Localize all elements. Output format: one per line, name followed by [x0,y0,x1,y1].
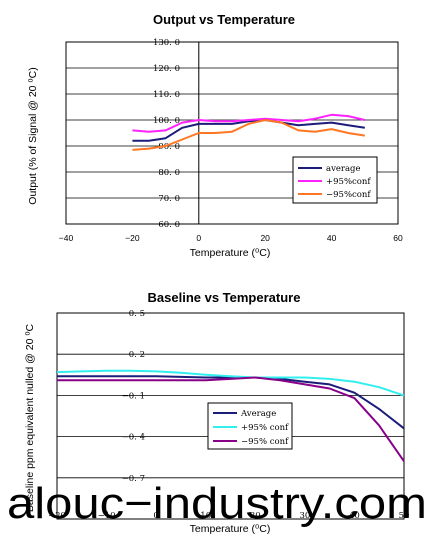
chart2-x-tick-label: −20 [48,511,66,521]
chart1-y-tick-label: 90. 0 [158,142,180,152]
chart1-series-line-average [132,119,365,142]
chart1-x-tick-label: −20 [125,233,140,243]
chart1-y-tick-label: 120. 0 [153,64,180,74]
chart1-x-axis-title: Temperature (⁰C) [190,247,271,259]
chart1-x-tick-label: 0 [196,233,201,243]
chart2-legend: Average +95% conf −95% conf [207,402,293,450]
chart1-y-tick-label: 100. 0 [153,116,180,126]
chart2-y-tick-label: 0. 2 [129,350,145,360]
chart2-plot-frame [56,312,405,520]
chart2-x-tick-label: 50 [399,511,410,521]
chart2-x-tick-label: 10 [200,511,211,521]
chart1-y-tick-label: 110. 0 [153,90,180,100]
chart1-y-tick-label: 130. 0 [153,38,180,48]
watermark-text: alouc−industry.com [7,479,427,528]
chart1-x-tick-label: 60 [393,233,403,243]
chart2-x-tick-labels: −20 −10 0 10 20 30 40 50 [48,511,409,521]
chart1-series-lines [132,113,366,151]
chart1-plot-frame [65,41,399,225]
chart2-y-tick-labels: 0. 5 0. 2 −0. 1 −0. 4 −0. 7 [122,309,145,484]
chart2-x-tick-label: −10 [98,511,116,521]
chart1-title: Output vs Temperature [153,12,295,27]
chart2-x-tick-label: 0 [153,511,158,521]
chart1-x-tick-label: −40 [59,233,74,243]
baseline-vs-temperature-chart: Baseline vs Temperature 0. 5 0. 2 −0. 1 −0.… [24,290,409,535]
chart2-series-lines [56,369,405,462]
chart1-y-tick-labels: 60. 0 70. 0 80. 0 90. 0 100. 0 110. 0 120. 0 13… [153,38,180,230]
chart1-y-tick-label: 60. 0 [158,220,180,230]
chart2-legend-label-plus95: +95% conf [241,423,289,433]
chart1-x-tick-label: 40 [327,233,337,243]
chart2-x-tick-label: 20 [250,511,261,521]
chart2-y-axis-title: Baseline ppm equivalent nulled @ 20 ⁰C [24,323,36,512]
chart2-series-line-plus95 [56,369,405,397]
chart2-x-axis-title: Temperature (⁰C) [190,523,271,535]
chart2-title: Baseline vs Temperature [148,290,301,305]
chart1-y-axis-title: Output (% of Signal @ 20 ⁰C) [27,67,39,204]
chart2-y-tick-label: −0. 4 [122,433,145,443]
chart2-y-tick-label: −0. 7 [122,474,145,484]
chart1-x-tick-label: 20 [260,233,270,243]
chart2-series-line-average [57,375,405,430]
chart1-series-line-plus95 [132,113,366,133]
chart1-series-line-minus95 [132,119,365,151]
chart2-y-tick-label: −0. 1 [122,391,145,401]
chart2-y-tick-label: 0. 5 [129,309,145,319]
chart1-y-tick-label: 80. 0 [158,168,180,178]
chart2-legend-label-average: Average [240,409,276,419]
chart1-legend: average +95%conf −95%conf [292,156,378,204]
chart1-legend-label-average: average [326,164,361,174]
chart1-legend-label-plus95: +95%conf [326,177,371,187]
chart1-legend-label-minus95: −95%conf [326,190,371,200]
chart1-x-tick-labels: −40 −20 0 20 40 60 [59,233,403,243]
chart1-y-tick-label: 70. 0 [158,194,180,204]
chart2-series-line-minus95 [57,376,405,462]
chart2-x-tick-label: 30 [299,511,310,521]
chart2-x-tick-label: 40 [349,511,360,521]
chart2-legend-label-minus95: −95% conf [241,437,289,447]
output-vs-temperature-chart: Output vs Temperature 60. 0 70. 0 80. 0 90.… [27,12,403,259]
